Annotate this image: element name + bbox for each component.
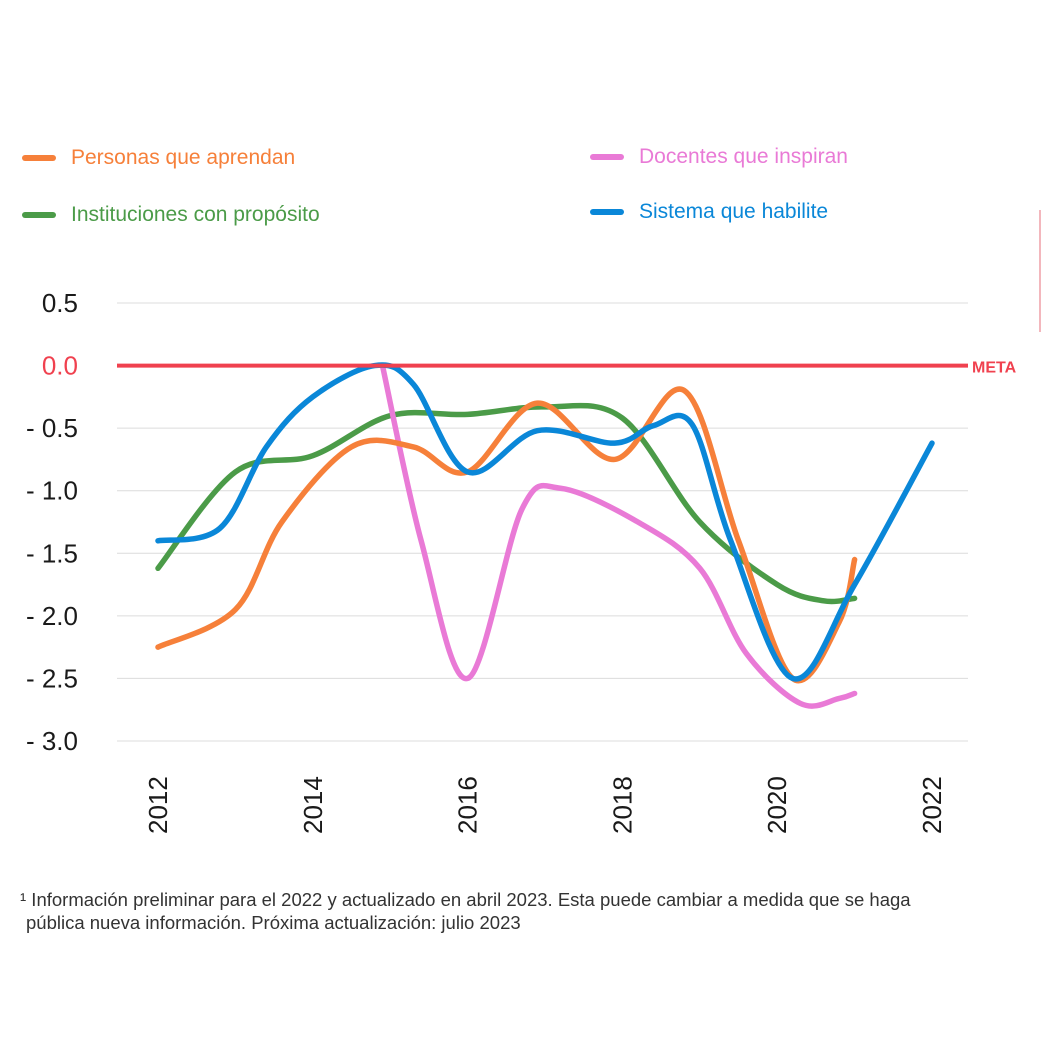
- x-tick-label: 2016: [453, 776, 483, 834]
- y-tick-label: - 0.5: [26, 413, 78, 443]
- x-tick-label: 2022: [917, 776, 947, 834]
- legend-swatch: [22, 155, 56, 161]
- x-tick-label: 2014: [298, 776, 328, 834]
- edge-divider: [1039, 210, 1041, 332]
- y-tick-label: - 2.5: [26, 663, 78, 693]
- legend-item: Docentes que inspiran: [590, 145, 848, 169]
- y-tick-label: 0.0: [42, 351, 78, 381]
- legend-label: Sistema que habilite: [639, 200, 829, 223]
- legend-label: Docentes que inspiran: [639, 145, 848, 168]
- legend-swatch: [590, 209, 624, 215]
- y-tick-label: - 3.0: [26, 726, 78, 756]
- x-tick-label: 2012: [143, 776, 173, 834]
- series-line-4: [155, 362, 935, 682]
- legend-swatch: [590, 154, 624, 160]
- x-tick-label: 2020: [762, 776, 792, 834]
- series-line-3: [379, 362, 858, 709]
- legend-swatch: [22, 212, 56, 218]
- meta-label: META: [972, 360, 1017, 377]
- y-tick-label: 0.5: [42, 288, 78, 318]
- footnote-line-1: ¹ Información preliminar para el 2022 y …: [20, 889, 911, 910]
- footnote: ¹ Información preliminar para el 2022 y …: [20, 888, 1020, 934]
- footnote-line-2: pública nueva información. Próxima actua…: [26, 912, 521, 933]
- legend-label: Instituciones con propósito: [71, 203, 320, 226]
- series-line-1: [155, 386, 858, 684]
- y-tick-label: - 1.5: [26, 538, 78, 568]
- legend-item: Sistema que habilite: [590, 200, 828, 224]
- legend-item: Personas que aprendan: [22, 146, 295, 170]
- y-tick-label: - 2.0: [26, 601, 78, 631]
- y-tick-label: - 1.0: [26, 476, 78, 506]
- legend-label: Personas que aprendan: [71, 146, 296, 169]
- x-tick-label: 2018: [607, 776, 637, 834]
- legend-item: Instituciones con propósito: [22, 203, 320, 227]
